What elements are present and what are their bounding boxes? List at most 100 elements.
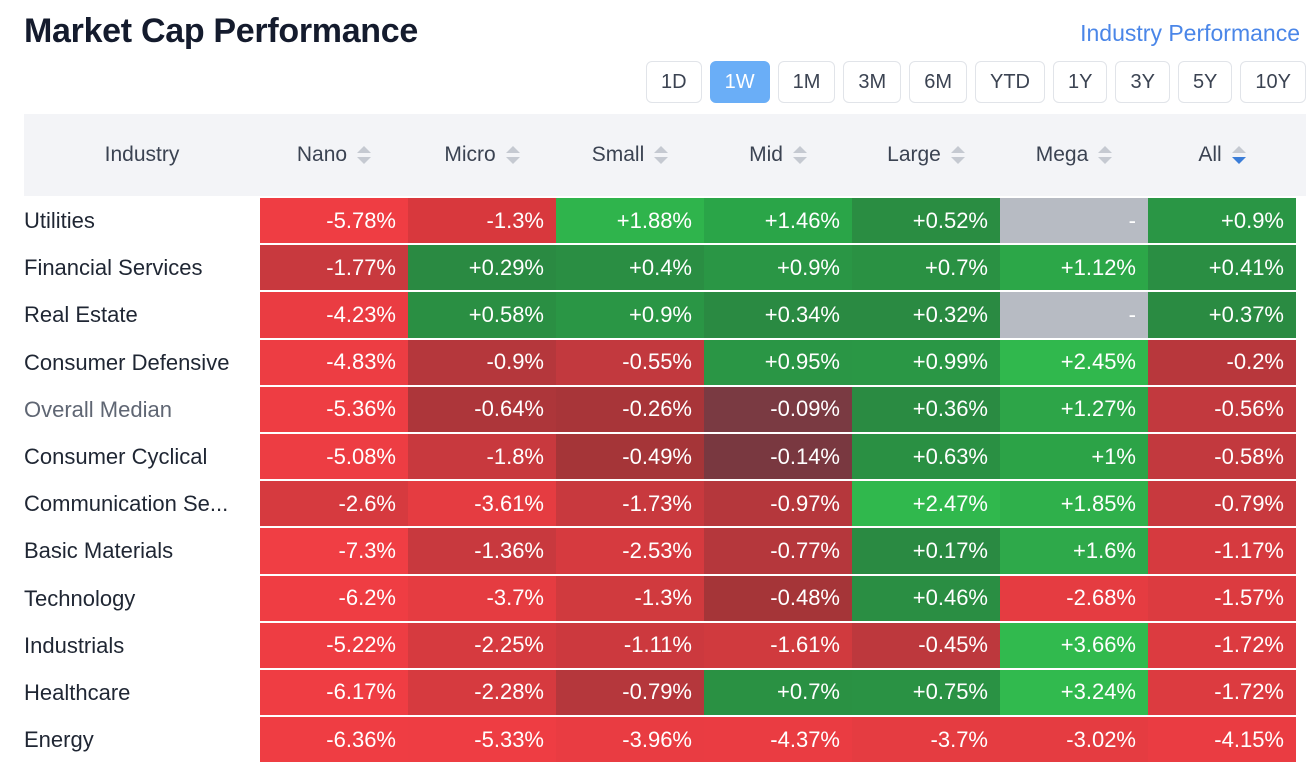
- performance-cell: -4.83%: [260, 339, 408, 387]
- performance-cell: -0.55%: [556, 339, 704, 387]
- industry-performance-link[interactable]: Industry Performance: [1080, 20, 1300, 46]
- industry-name[interactable]: Energy: [24, 717, 260, 765]
- industry-name[interactable]: Overall Median: [24, 387, 260, 434]
- industry-name[interactable]: Financial Services: [24, 245, 260, 293]
- performance-cell: -1.17%: [1148, 528, 1296, 576]
- performance-cell: +0.7%: [704, 669, 852, 718]
- industry-name[interactable]: Consumer Cyclical: [24, 434, 260, 482]
- performance-cell: -1.61%: [704, 622, 852, 670]
- period-button-3y[interactable]: 3Y: [1115, 61, 1170, 103]
- performance-cell: +0.4%: [556, 245, 704, 293]
- table-row: Basic Materials -7.3% -1.36% -2.53% -0.77% +0…: [24, 528, 1306, 576]
- table-row: Industrials -5.22% -2.25% -1.11% -1.61% -0.45…: [24, 622, 1306, 670]
- column-header-label: All: [1198, 143, 1222, 166]
- industry-name[interactable]: Technology: [24, 576, 260, 623]
- performance-cell: -1.3%: [408, 198, 556, 246]
- industry-name[interactable]: Basic Materials: [24, 528, 260, 576]
- performance-cell: +1.46%: [704, 198, 852, 246]
- performance-cell: +0.99%: [852, 339, 1000, 387]
- column-header-label: Mega: [1035, 143, 1089, 166]
- period-button-ytd[interactable]: YTD: [975, 61, 1045, 103]
- performance-cell: +0.32%: [852, 292, 1000, 340]
- period-button-1y[interactable]: 1Y: [1053, 61, 1108, 103]
- performance-cell: +0.41%: [1148, 245, 1296, 293]
- column-header-industry[interactable]: Industry: [104, 143, 180, 166]
- column-header-micro[interactable]: Micro: [408, 143, 556, 167]
- industry-name[interactable]: Real Estate: [24, 292, 260, 340]
- performance-cell: -2.53%: [556, 528, 704, 576]
- performance-cell: -3.96%: [556, 717, 704, 765]
- table-row: Healthcare -6.17% -2.28% -0.79% +0.7% +0.75% +…: [24, 669, 1306, 718]
- performance-cell: -0.26%: [556, 386, 704, 434]
- performance-cell: -0.64%: [408, 386, 556, 434]
- column-header-nano[interactable]: Nano: [260, 143, 408, 167]
- industry-name[interactable]: Industrials: [24, 623, 260, 670]
- performance-cell: -5.78%: [260, 198, 408, 246]
- column-header-small[interactable]: Small: [556, 143, 704, 167]
- table-row: Financial Services -1.77% +0.29% +0.4% +0.9%…: [24, 245, 1306, 293]
- performance-cell: +1.12%: [1000, 245, 1148, 293]
- performance-cell: +0.36%: [852, 386, 1000, 434]
- period-button-5y[interactable]: 5Y: [1177, 61, 1233, 103]
- performance-cell: -1.73%: [556, 481, 704, 529]
- performance-cell: -0.2%: [1148, 339, 1296, 387]
- performance-cell: -2.25%: [408, 622, 556, 670]
- industry-name[interactable]: Communication Se...: [24, 481, 260, 529]
- industry-name[interactable]: Consumer Defensive: [24, 340, 260, 387]
- performance-cell: -1.72%: [1148, 669, 1296, 718]
- performance-cell: -0.45%: [852, 622, 1000, 670]
- period-button-1d[interactable]: 1D: [646, 61, 702, 103]
- performance-cell: +0.63%: [852, 433, 1000, 482]
- page-title: Market Cap Performance: [24, 12, 418, 50]
- performance-cell: +0.75%: [852, 669, 1000, 718]
- industry-name[interactable]: Healthcare: [24, 670, 260, 718]
- sort-icon: [505, 144, 520, 166]
- industry-name[interactable]: Utilities: [24, 198, 260, 246]
- performance-cell: +2.47%: [852, 481, 1000, 529]
- performance-cell: -5.36%: [260, 386, 408, 434]
- performance-cell: -: [1000, 198, 1148, 246]
- period-button-10y[interactable]: 10Y: [1240, 61, 1306, 103]
- performance-cell: +0.17%: [852, 528, 1000, 576]
- column-header-all[interactable]: All: [1148, 143, 1296, 167]
- performance-cell: -0.97%: [704, 481, 852, 529]
- sort-icon: [792, 144, 807, 166]
- performance-cell: -6.2%: [260, 575, 408, 623]
- performance-cell: +1.6%: [1000, 528, 1148, 576]
- performance-cell: +0.9%: [1148, 198, 1296, 246]
- performance-cell: -4.23%: [260, 292, 408, 340]
- column-header-label: Small: [591, 143, 645, 166]
- performance-cell: -1.57%: [1148, 575, 1296, 623]
- performance-cell: -0.9%: [408, 339, 556, 387]
- table-row: Overall Median -5.36% -0.64% -0.26% -0.09% +0…: [24, 386, 1306, 434]
- column-header-mid[interactable]: Mid: [704, 143, 852, 167]
- performance-cell: -1.72%: [1148, 622, 1296, 670]
- performance-cell: -2.28%: [408, 669, 556, 718]
- table-body: Utilities -5.78% -1.3% +1.88% +1.46% +0.52% - +…: [24, 198, 1306, 765]
- period-button-6m[interactable]: 6M: [909, 61, 967, 103]
- table-row: Consumer Defensive -4.83% -0.9% -0.55% +0.95…: [24, 339, 1306, 387]
- table-row: Communication Se... -2.6% -3.61% -1.73% -0.9…: [24, 481, 1306, 529]
- period-button-1m[interactable]: 1M: [777, 61, 836, 103]
- column-header-label: Micro: [444, 143, 496, 166]
- market-cap-table: Industry Nano Micro Small Mid Large Mega All U…: [24, 114, 1306, 765]
- performance-cell: -0.49%: [556, 433, 704, 482]
- performance-cell: +0.58%: [408, 292, 556, 340]
- column-header-large[interactable]: Large: [852, 143, 1000, 167]
- period-button-3m[interactable]: 3M: [843, 61, 902, 103]
- column-header-label: Nano: [296, 143, 348, 166]
- period-selector: 1D 1W 1M 3M 6M YTD 1Y 3Y 5Y 10Y: [646, 61, 1306, 103]
- performance-cell: -0.79%: [1148, 481, 1296, 529]
- table-row: Real Estate -4.23% +0.58% +0.9% +0.34% +0.32%…: [24, 292, 1306, 340]
- column-header-label: Large: [887, 143, 941, 166]
- performance-cell: -: [1000, 292, 1148, 340]
- sort-icon: [654, 144, 669, 166]
- performance-cell: -4.37%: [704, 717, 852, 765]
- performance-cell: +1.88%: [556, 198, 704, 246]
- performance-cell: -5.08%: [260, 433, 408, 482]
- performance-cell: -6.36%: [260, 717, 408, 765]
- column-header-mega[interactable]: Mega: [1000, 143, 1148, 167]
- performance-cell: +0.9%: [704, 245, 852, 293]
- period-button-1w[interactable]: 1W: [709, 61, 770, 103]
- performance-cell: +0.46%: [852, 575, 1000, 623]
